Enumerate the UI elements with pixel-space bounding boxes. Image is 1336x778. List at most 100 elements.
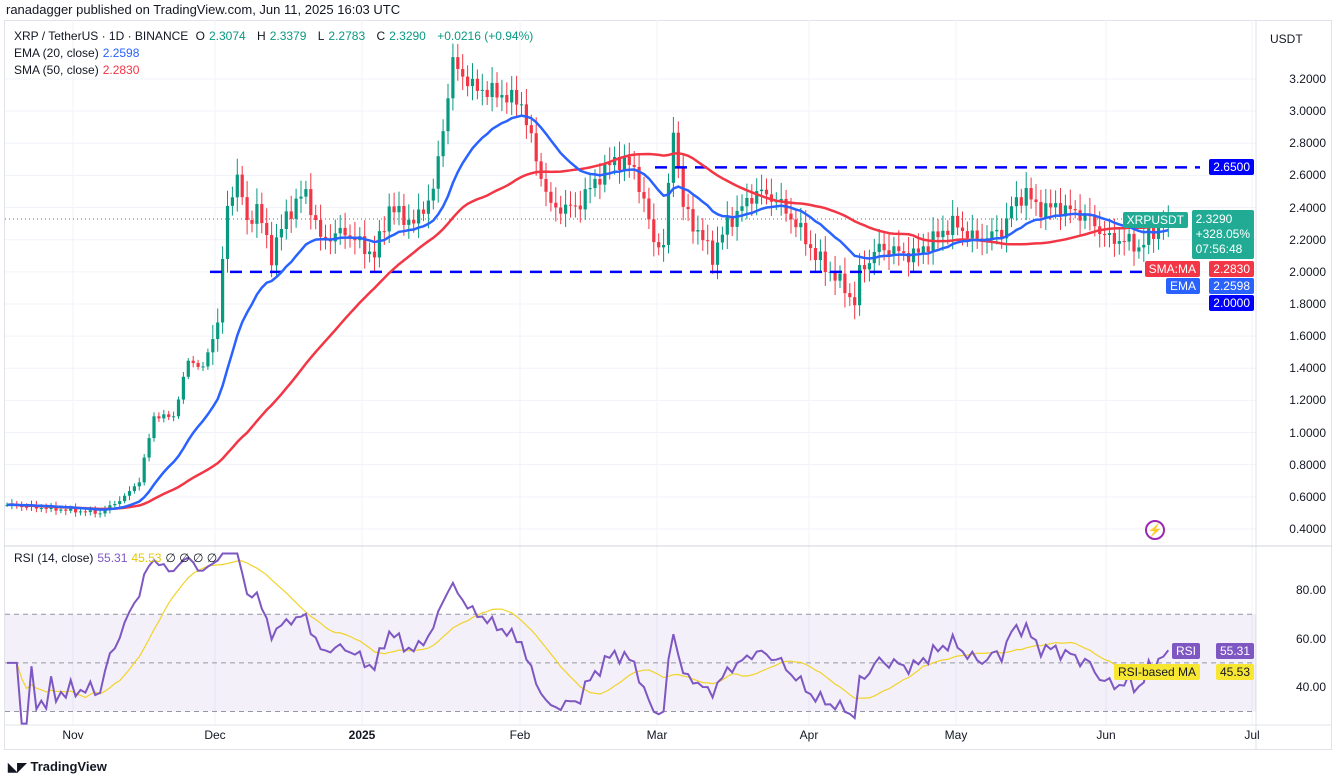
candle-body bbox=[436, 156, 440, 189]
candle-body bbox=[951, 215, 955, 235]
candle-body bbox=[59, 509, 63, 511]
time-axis-label: Jul bbox=[1244, 728, 1260, 742]
rsi-legend[interactable]: RSI (14, close) 55.31 45.53 ∅ ∅ ∅ ∅ bbox=[14, 551, 221, 565]
rsi-ma-line bbox=[7, 560, 1169, 699]
time-axis-label: Mar bbox=[646, 728, 668, 742]
candle-body bbox=[1024, 188, 1028, 206]
candle-body bbox=[1049, 203, 1053, 208]
candle-body bbox=[583, 189, 587, 210]
candle-body bbox=[887, 250, 891, 256]
candle-body bbox=[426, 200, 430, 214]
candle-body bbox=[1063, 205, 1067, 217]
candle-body bbox=[524, 104, 528, 126]
candle-body bbox=[902, 251, 906, 253]
candle-body bbox=[755, 191, 759, 204]
candle-body bbox=[412, 219, 416, 224]
price-axis-label: 1.0000 bbox=[1289, 425, 1326, 440]
candle-body bbox=[93, 510, 97, 514]
candle-body bbox=[843, 273, 847, 294]
candle-body bbox=[230, 197, 234, 206]
footer-logo[interactable]: ◣◤ TradingView bbox=[8, 759, 107, 774]
sma-legend[interactable]: SMA (50, close) 2.2830 bbox=[14, 63, 143, 77]
currency-label[interactable]: USDT bbox=[1270, 32, 1303, 46]
candle-body bbox=[975, 230, 979, 239]
candle-body bbox=[657, 242, 661, 248]
candle-body bbox=[544, 178, 548, 192]
candle-body bbox=[809, 244, 813, 248]
candle-body bbox=[294, 198, 298, 219]
candle-body bbox=[941, 230, 945, 238]
candle-body bbox=[382, 231, 386, 233]
candle-body bbox=[113, 504, 117, 506]
candle-body bbox=[946, 230, 950, 235]
rsi-ma-tag-name: RSI-based MA bbox=[1113, 664, 1200, 680]
low-value: 2.2783 bbox=[328, 29, 366, 43]
candle-body bbox=[593, 178, 597, 189]
last-price: 2.3290 bbox=[1195, 212, 1233, 226]
candle-body bbox=[505, 95, 509, 103]
candle-body bbox=[421, 209, 426, 214]
candle-body bbox=[466, 76, 470, 87]
candle-body bbox=[225, 205, 230, 259]
candle-body bbox=[779, 198, 783, 202]
candle-body bbox=[534, 133, 538, 162]
candle-body bbox=[578, 205, 582, 210]
bar-countdown: 07:56:48 bbox=[1195, 242, 1243, 256]
candle-body bbox=[147, 438, 151, 458]
candle-body bbox=[1117, 241, 1121, 244]
candle-body bbox=[760, 189, 764, 192]
candle-body bbox=[877, 243, 881, 252]
price-axis-label: 1.6000 bbox=[1289, 329, 1326, 344]
candle-body bbox=[157, 416, 161, 419]
symbol-title[interactable]: XRP / TetherUS · 1D · BINANCE bbox=[14, 29, 189, 43]
rsi-line bbox=[7, 552, 1170, 725]
candle-body bbox=[799, 222, 803, 228]
sma-label: SMA (50, close) bbox=[14, 63, 99, 77]
candle-body bbox=[485, 89, 489, 98]
candle-body bbox=[568, 204, 573, 206]
candle-body bbox=[142, 457, 146, 483]
candle-body bbox=[25, 506, 29, 508]
ema-legend[interactable]: EMA (20, close) 2.2598 bbox=[14, 46, 143, 60]
candle-body bbox=[323, 236, 328, 239]
price-axis-label: 3.2000 bbox=[1289, 72, 1326, 86]
published-note: ranadagger published on TradingView.com,… bbox=[6, 2, 401, 17]
candle-body bbox=[715, 242, 720, 265]
candle-body bbox=[245, 197, 249, 221]
candle-body bbox=[833, 271, 837, 281]
candle-body bbox=[83, 511, 87, 513]
last-price-tag: 2.3290 +328.05% 07:56:48 bbox=[1191, 210, 1254, 259]
candle-body bbox=[363, 236, 367, 255]
candle-body bbox=[274, 237, 279, 266]
candle-body bbox=[333, 233, 337, 242]
candle-body bbox=[181, 376, 185, 400]
candle-body bbox=[745, 198, 749, 207]
candle-body bbox=[711, 240, 715, 265]
percent-change: +328.05% bbox=[1195, 227, 1250, 241]
candle-body bbox=[671, 132, 675, 183]
candle-body bbox=[343, 227, 347, 236]
price-axis-label: 1.8000 bbox=[1289, 296, 1326, 311]
candle-body bbox=[617, 156, 622, 170]
candle-body bbox=[44, 508, 48, 510]
candle-body bbox=[956, 215, 960, 228]
lightning-icon[interactable]: ⚡ bbox=[1145, 520, 1165, 540]
candle-body bbox=[907, 252, 911, 263]
candle-body bbox=[701, 230, 705, 241]
change-value: +0.0216 (+0.94%) bbox=[437, 29, 534, 43]
candle-body bbox=[407, 219, 411, 225]
time-axis-label: Dec bbox=[204, 728, 226, 742]
candle-body bbox=[490, 82, 494, 98]
candle-body bbox=[137, 482, 141, 487]
price-axis-label: 2.6000 bbox=[1289, 168, 1326, 183]
candle-body bbox=[495, 82, 499, 98]
candle-body bbox=[431, 188, 435, 201]
candle-body bbox=[564, 204, 568, 214]
candle-body bbox=[186, 360, 190, 377]
candle-body bbox=[696, 230, 700, 232]
candle-body bbox=[794, 219, 798, 228]
close-label: C bbox=[376, 29, 386, 43]
ema-label: EMA (20, close) bbox=[14, 46, 99, 60]
candle-body bbox=[221, 258, 225, 323]
